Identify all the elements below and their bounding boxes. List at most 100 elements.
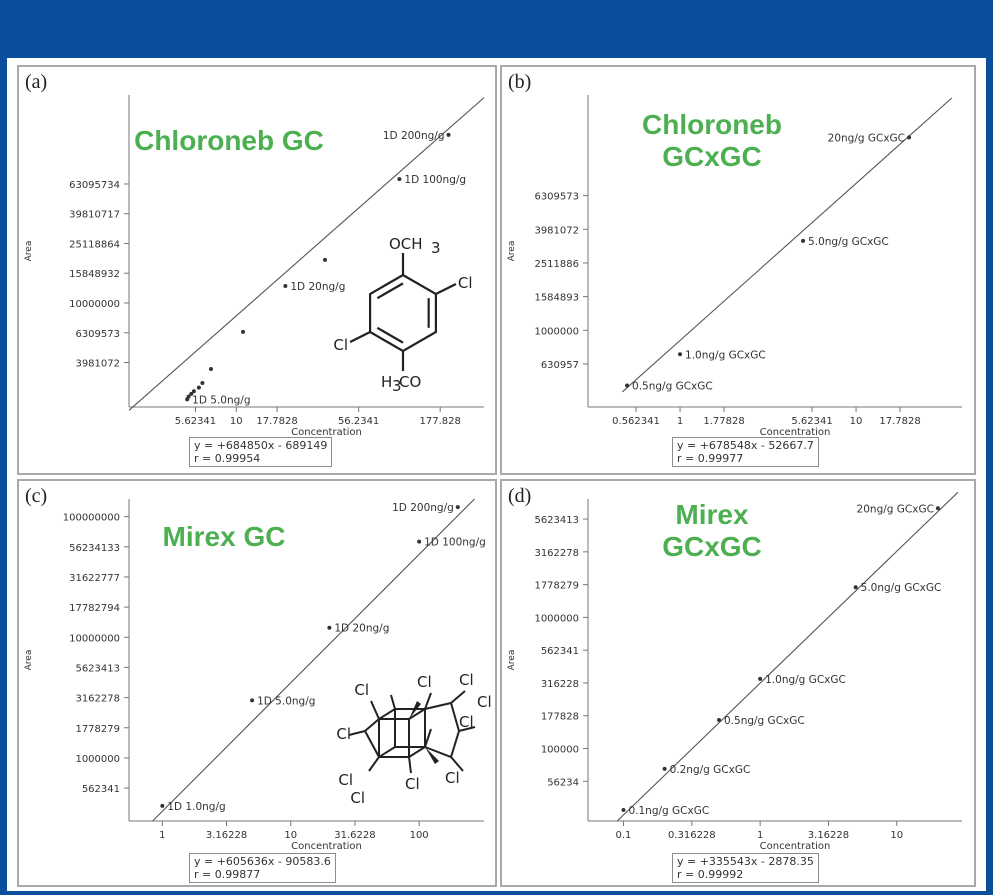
panel-letter: (a) [25, 71, 48, 93]
y-tick-label: 630957 [541, 360, 579, 371]
y-axis-title: Area [24, 650, 34, 671]
point-label: 1D 20ng/g [334, 623, 389, 635]
y-tick-label: 316228 [541, 679, 579, 690]
structure-label: Cl [354, 681, 369, 699]
regression-equation: y = +605636x - 90583.6 [194, 855, 331, 868]
x-axis-title: Concentration [291, 427, 362, 438]
y-tick-label: 3162278 [534, 548, 579, 559]
data-point [186, 394, 191, 399]
structure-label: Cl [336, 725, 351, 743]
data-point [446, 132, 451, 137]
data-point [160, 803, 165, 808]
chloroneb-structure [349, 253, 457, 371]
header-band [0, 0, 993, 56]
data-point [455, 505, 460, 510]
data-point [189, 391, 194, 396]
point-label: 1D 200ng/g [392, 502, 454, 514]
x-tick-label: 100 [410, 830, 429, 841]
y-tick-label: 1000000 [75, 754, 120, 765]
y-tick-label: 56234133 [69, 543, 120, 554]
data-point [191, 389, 196, 394]
equation-box: y = +335543x - 2878.35 r = 0.99992 [672, 853, 819, 883]
data-point [625, 383, 630, 388]
x-tick-label: 0.1 [616, 830, 632, 841]
structure-label: 3 [431, 239, 441, 257]
y-tick-label: 100000000 [63, 513, 120, 524]
y-tick-label: 1584893 [534, 293, 579, 304]
y-tick-label: 25118864 [69, 239, 120, 250]
x-tick-label: 10 [890, 830, 903, 841]
structure-label: OCH [389, 235, 423, 253]
data-point [678, 352, 683, 357]
y-tick-label: 100000 [541, 745, 579, 756]
x-axis-title: Concentration [760, 841, 831, 852]
y-tick-label: 6309573 [534, 192, 579, 203]
equation-box: y = +678548x - 52667.7 r = 0.99977 [672, 437, 819, 467]
y-tick-label: 56234 [547, 777, 579, 788]
point-label: 1D 200ng/g [383, 130, 445, 142]
regression-equation: y = +335543x - 2878.35 [677, 855, 814, 868]
point-label: 1.0ng/g GCxGC [765, 674, 846, 686]
y-tick-label: 31622777 [69, 573, 120, 584]
point-label: 5.0ng/g GCxGC [861, 582, 942, 594]
y-tick-label: 562341 [82, 784, 120, 795]
structure-label: H [381, 373, 392, 391]
x-tick-label: 1 [677, 416, 683, 427]
x-tick-label: 10 [850, 416, 863, 427]
y-tick-label: 3981072 [75, 359, 120, 370]
point-label: 1D 5.0ng/g [257, 695, 315, 707]
panel-b: 0.562341 1 1.77828 5.62341 10 17.7828 630957 10… [500, 65, 976, 475]
point-label: 1.0ng/g GCxGC [685, 349, 766, 361]
fit-line [616, 491, 959, 822]
y-tick-label: 1000000 [534, 326, 579, 337]
point-label: 0.2ng/g GCxGC [670, 764, 751, 776]
x-axis-title: Concentration [291, 841, 362, 852]
y-tick-label: 1778279 [75, 724, 120, 735]
point-label: 20ng/g GCxGC [857, 503, 934, 515]
x-tick-label: 31.6228 [334, 830, 375, 841]
chart-svg: 0.562341 1 1.77828 5.62341 10 17.7828 630957 10… [507, 95, 962, 438]
panel-letter: (d) [508, 485, 532, 507]
data-point [250, 698, 255, 703]
point-label: 1D 5.0ng/g [192, 394, 250, 406]
regression-equation: y = +678548x - 52667.7 [677, 439, 814, 452]
structure-label: Cl [459, 713, 474, 731]
x-tick-label: 3.16228 [808, 830, 849, 841]
correlation-coefficient: r = 0.99977 [677, 452, 744, 465]
y-tick-label: 10000000 [69, 299, 120, 310]
structure-label: Cl [459, 671, 474, 689]
y-tick-label: 562341 [541, 646, 579, 657]
y-axis-title: Area [507, 650, 517, 671]
correlation-coefficient: r = 0.99954 [194, 452, 261, 465]
data-point [283, 284, 288, 289]
y-tick-label: 2511886 [534, 259, 579, 270]
x-tick-label: 0.562341 [612, 416, 660, 427]
data-point [935, 506, 940, 511]
point-label: 1D 20ng/g [290, 281, 345, 293]
x-tick-label: 17.7828 [879, 416, 920, 427]
y-tick-label: 177828 [541, 712, 579, 723]
chart-title: Chloroneb GC [134, 125, 324, 156]
y-tick-label: 3981072 [534, 225, 579, 236]
equation-box: y = +684850x - 689149 r = 0.99954 [189, 437, 333, 467]
x-tick-label: 1 [757, 830, 763, 841]
y-tick-label: 15848932 [69, 269, 120, 280]
structure-label: Cl [445, 769, 460, 787]
point-label: 1D 100ng/g [404, 174, 466, 186]
chart-title: Mirex GCxGC [662, 499, 762, 562]
y-tick-label: 10000000 [69, 633, 120, 644]
panel-c: 1 3.16228 10 31.6228 100 562341 1000000 1778279… [17, 479, 497, 887]
data-point [717, 718, 722, 723]
x-tick-label: 1.77828 [703, 416, 744, 427]
data-point [621, 807, 626, 812]
structure-label: Cl [417, 673, 432, 691]
x-tick-label: 10 [284, 830, 297, 841]
point-label: 5.0ng/g GCxGC [808, 236, 889, 248]
y-tick-label: 5623413 [534, 515, 579, 526]
x-tick-label: 5.62341 [791, 416, 832, 427]
data-point [241, 329, 246, 334]
data-point [209, 367, 214, 372]
panel-d: 0.1 0.316228 1 3.16228 10 56234 100000 177828 31… [500, 479, 976, 887]
y-axis-title: Area [507, 241, 517, 262]
